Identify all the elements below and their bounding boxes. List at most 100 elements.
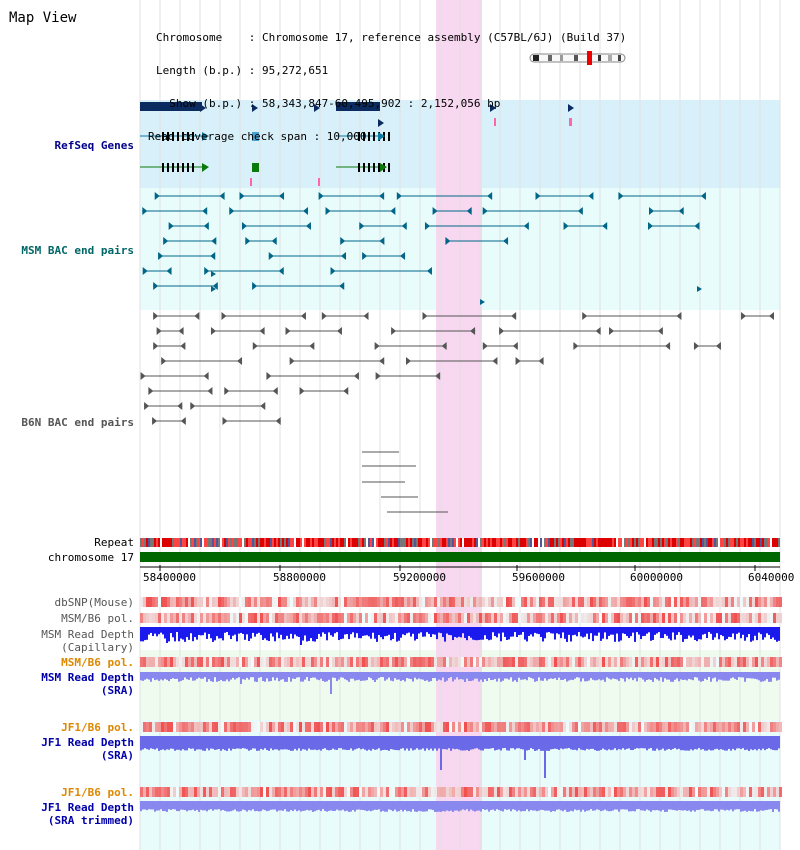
bac-end-marker [300,312,306,320]
depth-bar [246,801,248,812]
depth-bar [274,672,276,681]
heat-cell [449,722,452,732]
repeat-segment [152,538,154,547]
track-label-msm-read-depth-cap[interactable]: MSM Read Depth (Capillary) [0,628,134,654]
heat-cell [197,597,200,607]
depth-bar [556,736,558,750]
depth-bar [278,627,280,639]
repeat-segment [766,538,768,547]
depth-bar [566,736,568,749]
heat-cell [383,597,386,607]
depth-bar [356,801,358,810]
bac-end-marker [219,192,225,200]
heat-cell [722,597,725,607]
depth-bar [598,801,600,810]
bac-end-marker [406,357,412,365]
depth-bar [770,627,772,640]
depth-bar [404,672,406,682]
repeat-segment [492,538,494,547]
depth-bar [484,801,486,810]
heat-cell [368,787,371,797]
depth-bar [310,801,312,811]
depth-bar [432,627,434,635]
depth-bar [494,672,496,679]
track-label-dbsnp[interactable]: dbSNP(Mouse) [54,596,134,609]
track-label-msm-b6-pol-1[interactable]: MSM/B6 pol. [61,612,134,625]
depth-bar [548,801,550,811]
track-label-b6n-bac[interactable]: B6N BAC end pairs [21,416,134,429]
depth-bar [182,801,184,810]
bac-end-marker [166,267,172,275]
heat-cell [563,613,566,623]
depth-bar [680,627,682,635]
ideogram-position-marker [587,51,592,65]
repeat-segment [434,538,436,547]
depth-bar [642,672,644,680]
depth-bar [390,801,392,811]
heat-cell [716,722,719,732]
heat-cell [383,613,386,623]
track-label-jf1-b6-pol-2[interactable]: JF1/B6 pol. [61,786,134,799]
repeat-segment [704,538,706,547]
depth-bar [694,627,696,640]
repeat-segment [586,538,588,547]
depth-bar [548,672,550,680]
heat-cell [185,722,188,732]
depth-bar [472,801,474,811]
depth-bar [484,736,486,749]
heat-cell [404,657,407,667]
track-label-jf1-read-depth-trim[interactable]: JF1 Read Depth (SRA trimmed) [0,801,134,827]
bac-end-marker [177,402,183,410]
depth-bar [156,627,158,637]
track-label-msm-b6-pol-2[interactable]: MSM/B6 pol. [61,656,134,669]
repeat-segment [436,538,438,547]
depth-bar [404,801,406,810]
heat-cell [407,722,410,732]
heat-cell [164,722,167,732]
repeat-segment [522,538,524,547]
heat-cell [338,613,341,623]
heat-cell [488,613,491,623]
depth-bar [702,627,704,635]
heat-cell [698,657,701,667]
heat-cell [455,613,458,623]
bac-end-marker [466,207,472,215]
heat-cell [722,657,725,667]
bac-end-marker [487,192,493,200]
track-label-chromosome[interactable]: chromosome 17 [47,551,134,564]
heat-cell [767,613,770,623]
depth-bar [578,627,580,633]
heat-cell [482,657,485,667]
heat-cell [365,787,368,797]
depth-bar [580,736,582,750]
heat-cell [662,787,665,797]
depth-bar [282,672,284,680]
repeat-segment [648,538,650,547]
depth-bar [652,627,654,640]
depth-bar [690,672,692,680]
track-label-jf1-read-depth-sra[interactable]: JF1 Read Depth (SRA) [0,736,134,762]
depth-bar [386,801,388,812]
depth-bar [274,736,276,750]
heat-cell [269,613,272,623]
track-label-refseq[interactable]: RefSeq Genes [54,139,134,152]
heat-cell [374,787,377,797]
depth-bar [622,627,624,634]
depth-bar [584,627,586,637]
repeat-segment [426,538,428,547]
repeat-segment [288,538,290,547]
track-label-repeat[interactable]: Repeat [94,536,134,549]
depth-bar [710,627,712,634]
repeat-segment [488,538,490,547]
heat-cell [413,597,416,607]
track-label-msm-bac[interactable]: MSM BAC end pairs [21,244,134,257]
track-label-msm-read-depth-sra[interactable]: MSM Read Depth (SRA) [0,671,134,697]
heat-cell [323,613,326,623]
depth-bar [686,801,688,811]
track-label-jf1-b6-pol-1[interactable]: JF1/B6 pol. [61,721,134,734]
heat-cell [428,787,431,797]
bac-end-marker [769,312,774,320]
depth-bar [618,801,620,812]
depth-bar [408,672,410,679]
